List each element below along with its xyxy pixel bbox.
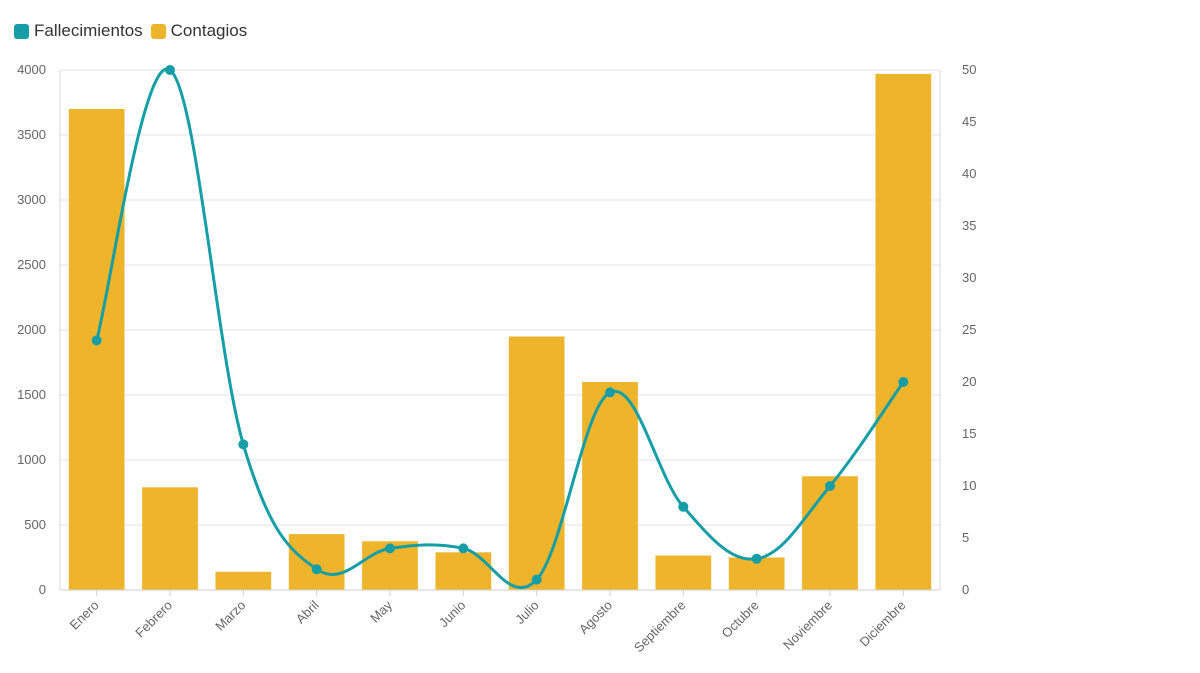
point-fallecimientos (531, 574, 542, 585)
point-fallecimientos (825, 481, 835, 491)
line-path-fallecimientos (95, 67, 905, 589)
legend-label-contagios: Contagios (170, 21, 248, 40)
point-fallecimientos (751, 553, 762, 564)
bar-contagios (142, 487, 198, 590)
grid-lines (60, 69, 940, 591)
y-right-tick-label: 25 (962, 322, 976, 337)
x-tick-label: May (367, 597, 395, 625)
bar-contagios (288, 534, 345, 590)
point-fallecimientos (238, 439, 249, 450)
y-left-tick-label: 500 (24, 517, 46, 532)
line-series-fallecimientos (91, 65, 909, 589)
x-tick-label: Agosto (576, 598, 615, 637)
y-right-tick-label: 50 (962, 62, 976, 77)
legend-swatch-contagios (150, 23, 166, 39)
bar-contagios (508, 336, 565, 590)
x-tick-label: Enero (67, 598, 102, 633)
point-fallecimientos (605, 387, 615, 398)
x-tick-label: Julio (512, 598, 542, 628)
y-left-tick-label: 3500 (17, 127, 46, 142)
bar-contagios (215, 571, 272, 590)
y-right-tick-label: 20 (962, 374, 976, 389)
bar-contagios (802, 476, 858, 590)
y-right-tick-label: 35 (962, 218, 976, 233)
point-fallecimientos (311, 564, 322, 575)
y-right-tick-label: 45 (962, 114, 976, 129)
x-tick-label: Noviembre (780, 598, 835, 653)
y-right-tick-label: 0 (962, 582, 969, 597)
chart-legend: Fallecimientos Contagios (14, 18, 247, 44)
x-tick-label: Diciembre (856, 598, 908, 650)
point-fallecimientos (678, 501, 689, 512)
x-tick-label: Febrero (132, 598, 175, 641)
y-left-tick-label: 1000 (17, 452, 46, 467)
x-tick-label: Abril (293, 597, 322, 626)
point-fallecimientos (165, 65, 175, 75)
y-right-tick-label: 10 (962, 478, 976, 493)
x-tick-label: Junio (436, 598, 469, 631)
bar-contagios (435, 552, 492, 590)
y-right-tick-label: 40 (962, 166, 976, 181)
legend-item-fallecimientos[interactable]: Fallecimientos (14, 21, 143, 41)
legend-swatch-fallecimientos (14, 23, 29, 39)
y-right-tick-label: 15 (962, 426, 976, 441)
point-fallecimientos (91, 335, 102, 346)
y-left-tick-label: 4000 (17, 62, 46, 77)
legend-item-contagios[interactable]: Contagios (150, 21, 248, 41)
point-fallecimientos (385, 543, 395, 554)
bar-series-contagios (68, 73, 932, 590)
x-tick-label: Octubre (718, 598, 761, 641)
legend-label-fallecimientos: Fallecimientos (34, 21, 143, 40)
y-left-tick-label: 0 (39, 582, 46, 597)
y-left-tick-label: 2500 (17, 257, 46, 272)
y-right-tick-label: 5 (962, 530, 969, 545)
point-fallecimientos (458, 543, 469, 554)
y-left-tick-label: 3000 (17, 192, 46, 207)
x-tick-label: Septiembre (631, 598, 689, 656)
bar-contagios (582, 382, 638, 590)
y-left-tick-label: 1500 (17, 387, 46, 402)
y-left-tick-label: 2000 (17, 322, 46, 337)
bar-contagios (655, 555, 712, 590)
x-tick-label: Marzo (212, 598, 248, 634)
bar-contagios (68, 109, 125, 590)
bar-contagios (875, 73, 932, 590)
y-right-tick-label: 30 (962, 270, 976, 285)
point-fallecimientos (898, 377, 909, 387)
